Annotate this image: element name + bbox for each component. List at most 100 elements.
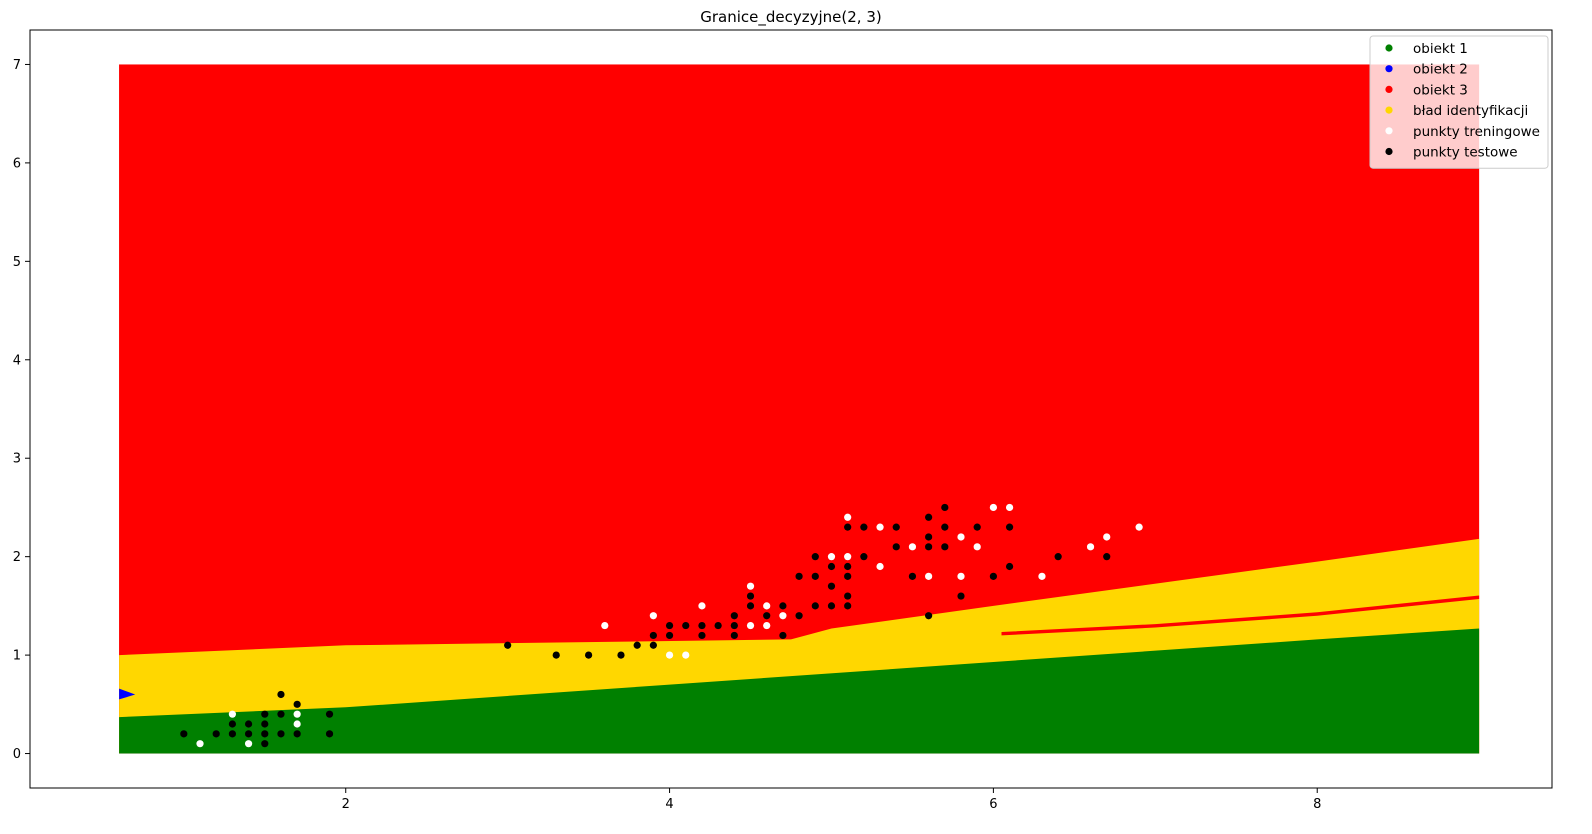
legend-label: punkty testowe bbox=[1413, 145, 1518, 161]
x-tick-label: 8 bbox=[1313, 797, 1321, 812]
point-punkty-testowe bbox=[633, 641, 641, 649]
point-punkty-testowe bbox=[261, 740, 269, 748]
legend-label: punkty treningowe bbox=[1413, 124, 1540, 140]
region-obiekt-2 bbox=[119, 688, 136, 700]
legend-box bbox=[1369, 35, 1549, 169]
point-punkty-treningowe bbox=[649, 612, 657, 620]
x-tick-label: 6 bbox=[989, 797, 997, 812]
point-punkty-testowe bbox=[277, 690, 285, 699]
point-punkty-treningowe bbox=[925, 572, 933, 580]
point-punkty-testowe bbox=[1005, 562, 1014, 571]
point-punkty-treningowe bbox=[244, 740, 253, 748]
point-punkty-testowe bbox=[212, 730, 220, 738]
point-punkty-treningowe bbox=[957, 572, 965, 580]
legend-label: obiekt 1 bbox=[1413, 41, 1468, 57]
region-obiekt-1 bbox=[119, 628, 1480, 754]
point-punkty-testowe bbox=[746, 602, 755, 610]
legend-marker bbox=[1385, 65, 1393, 73]
x-axis-ticks: 2 4 6 8 bbox=[342, 788, 1321, 812]
y-tick-label: 6 bbox=[13, 156, 21, 171]
point-punkty-testowe bbox=[730, 631, 738, 640]
point-punkty-treningowe bbox=[293, 710, 301, 718]
y-axis-ticks: 0 1 2 3 4 5 6 7 bbox=[13, 58, 30, 762]
point-punkty-testowe bbox=[244, 730, 253, 738]
point-punkty-treningowe bbox=[228, 710, 236, 718]
point-punkty-testowe bbox=[941, 503, 949, 512]
data-points bbox=[180, 503, 1143, 748]
point-punkty-testowe bbox=[261, 710, 269, 718]
point-punkty-testowe bbox=[504, 641, 512, 649]
y-tick-label: 1 bbox=[13, 649, 21, 664]
point-punkty-treningowe bbox=[844, 513, 852, 521]
legend-marker bbox=[1385, 106, 1393, 114]
point-punkty-testowe bbox=[779, 602, 787, 610]
point-punkty-testowe bbox=[261, 730, 269, 738]
y-tick-label: 0 bbox=[13, 747, 21, 762]
legend: obiekt 1 obiekt 2 obiekt 3 bład identyfikac… bbox=[1369, 35, 1549, 169]
point-punkty-testowe bbox=[261, 720, 269, 728]
point-punkty-treningowe bbox=[682, 651, 690, 659]
point-punkty-treningowe bbox=[1135, 523, 1143, 531]
point-punkty-testowe bbox=[811, 602, 819, 610]
point-punkty-testowe bbox=[730, 621, 738, 630]
point-punkty-testowe bbox=[844, 602, 852, 610]
point-punkty-testowe bbox=[244, 720, 253, 728]
point-punkty-treningowe bbox=[989, 503, 997, 512]
legend-label: obiekt 3 bbox=[1413, 82, 1468, 98]
x-tick-label: 4 bbox=[665, 797, 673, 812]
legend-marker bbox=[1385, 85, 1393, 93]
point-punkty-testowe bbox=[277, 710, 285, 718]
point-punkty-testowe bbox=[325, 710, 334, 718]
point-punkty-testowe bbox=[763, 612, 771, 620]
point-punkty-testowe bbox=[941, 543, 949, 551]
point-punkty-testowe bbox=[925, 543, 933, 551]
chart-title: Granice_decyzyjne(2, 3) bbox=[700, 8, 882, 27]
point-punkty-treningowe bbox=[908, 543, 917, 551]
point-punkty-testowe bbox=[795, 572, 803, 580]
legend-marker bbox=[1385, 127, 1393, 135]
point-punkty-testowe bbox=[277, 730, 285, 738]
point-punkty-testowe bbox=[714, 621, 722, 630]
point-punkty-treningowe bbox=[665, 651, 674, 659]
point-punkty-testowe bbox=[730, 612, 738, 620]
point-punkty-testowe bbox=[1005, 523, 1014, 531]
point-punkty-treningowe bbox=[746, 582, 755, 590]
point-punkty-testowe bbox=[779, 631, 787, 640]
point-punkty-testowe bbox=[811, 553, 819, 561]
point-punkty-testowe bbox=[698, 631, 706, 640]
point-punkty-testowe bbox=[293, 700, 301, 708]
legend-marker bbox=[1385, 147, 1393, 156]
y-tick-label: 5 bbox=[13, 255, 21, 270]
point-punkty-testowe bbox=[827, 602, 836, 610]
point-punkty-testowe bbox=[180, 730, 188, 738]
point-punkty-testowe bbox=[925, 612, 933, 620]
point-punkty-testowe bbox=[698, 621, 706, 630]
point-punkty-testowe bbox=[649, 631, 657, 640]
y-tick-label: 4 bbox=[13, 353, 21, 368]
point-punkty-testowe bbox=[892, 523, 900, 531]
point-punkty-treningowe bbox=[957, 533, 965, 541]
point-punkty-testowe bbox=[795, 612, 803, 620]
point-punkty-testowe bbox=[973, 523, 981, 531]
point-punkty-testowe bbox=[617, 651, 625, 659]
point-punkty-testowe bbox=[957, 592, 965, 600]
point-punkty-testowe bbox=[844, 562, 852, 571]
point-punkty-testowe bbox=[860, 523, 868, 531]
point-punkty-treningowe bbox=[293, 720, 301, 728]
point-punkty-treningowe bbox=[973, 543, 981, 551]
point-punkty-testowe bbox=[746, 592, 755, 600]
point-punkty-treningowe bbox=[763, 621, 771, 630]
point-punkty-treningowe bbox=[601, 621, 609, 630]
point-punkty-treningowe bbox=[763, 602, 771, 610]
point-punkty-testowe bbox=[892, 543, 900, 551]
point-punkty-testowe bbox=[228, 720, 236, 728]
point-punkty-testowe bbox=[844, 523, 852, 531]
point-punkty-treningowe bbox=[1005, 503, 1014, 512]
region-obiekt-3-band bbox=[1001, 595, 1480, 636]
point-punkty-testowe bbox=[649, 641, 657, 649]
legend-label: obiekt 2 bbox=[1413, 62, 1468, 78]
point-punkty-testowe bbox=[844, 572, 852, 580]
point-punkty-testowe bbox=[552, 651, 560, 659]
point-punkty-testowe bbox=[827, 562, 836, 571]
